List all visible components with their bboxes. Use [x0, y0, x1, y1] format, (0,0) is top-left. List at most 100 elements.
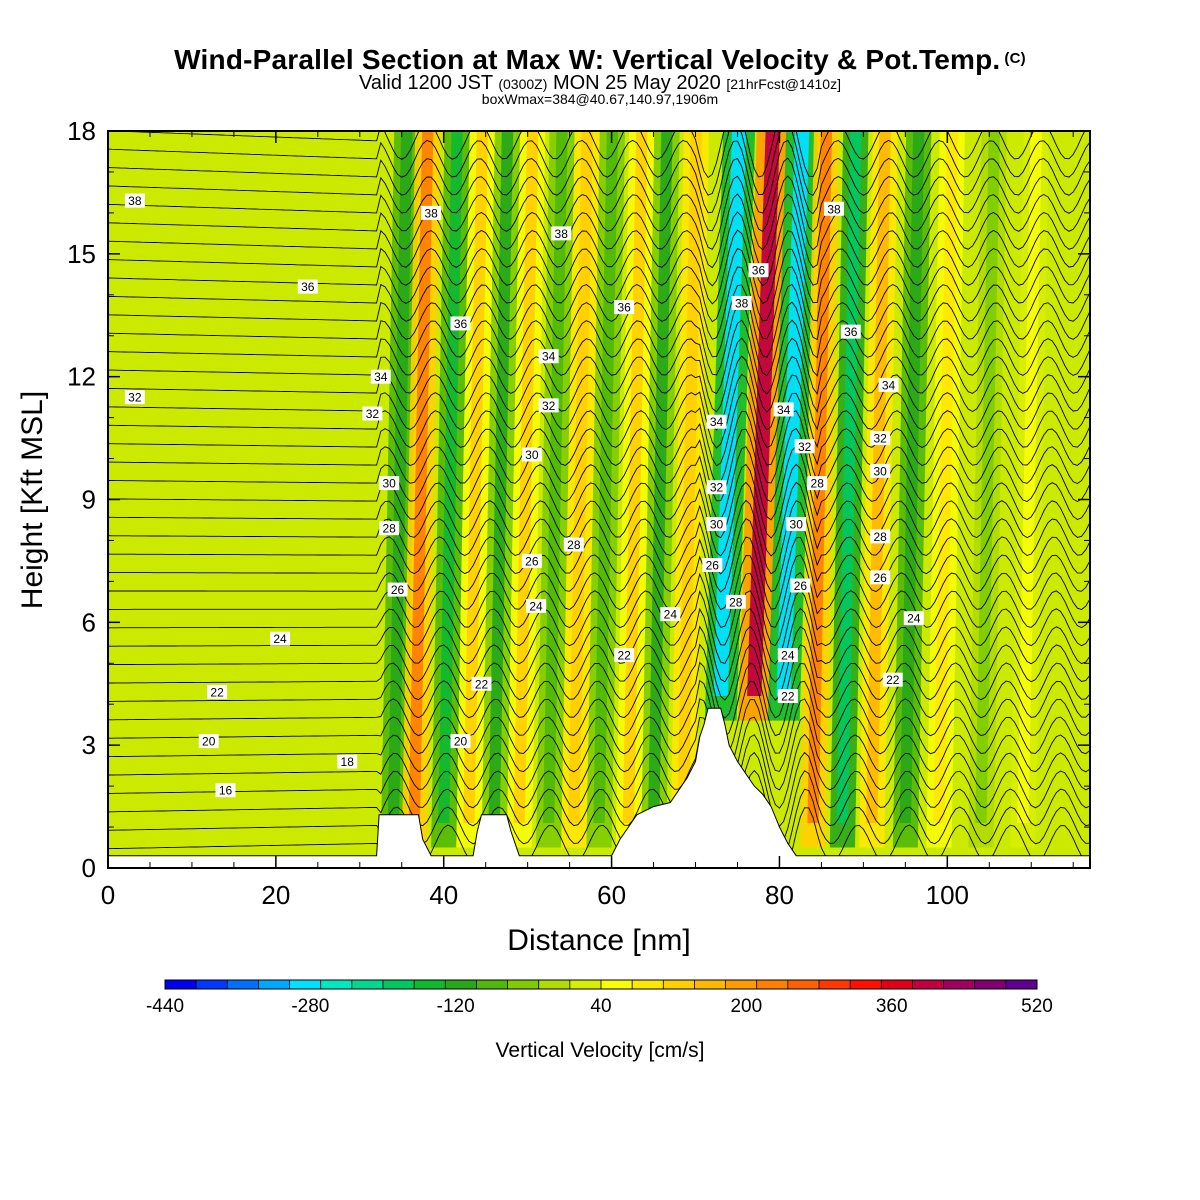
contour-label-text: 22: [886, 673, 900, 687]
x-tick-label: 100: [926, 880, 969, 910]
contour-label-text: 38: [735, 296, 749, 310]
contour-label-box: [748, 263, 769, 278]
contour-label: 28: [870, 529, 891, 544]
theta-contour-line: [108, 805, 1090, 868]
chart-title: Wind-Parallel Section at Max W: Vertical…: [0, 44, 1200, 76]
contour-label: 28: [807, 476, 828, 491]
contour-label-box: [370, 369, 391, 384]
terrain: [108, 707, 1090, 868]
colorbar-swatch: [787, 980, 820, 989]
contour-label-text: 22: [781, 690, 795, 704]
colorbar-label: 360: [876, 996, 908, 1017]
contour-label-text: 32: [798, 440, 812, 454]
contour-label: 22: [882, 672, 903, 687]
colorbar-swatch: [1005, 980, 1038, 989]
plot-area: 38 36 32 24 22 20 18 16 38 36 34 32 30 28 26 38 34 32 30 28…: [108, 131, 1090, 868]
contour-label-text: 34: [777, 403, 791, 417]
colorbar-swatch: [663, 980, 695, 989]
contour-label-text: 24: [273, 632, 287, 646]
theta-contour-line: [108, 733, 1090, 809]
contour-label-box: [450, 316, 471, 331]
contour-label-text: 38: [128, 194, 142, 208]
contour-label-box: [824, 201, 845, 216]
contour-label: 26: [870, 570, 891, 585]
colorbar-swatch: [694, 980, 726, 989]
contour-label-box: [198, 734, 219, 749]
contour-label-text: 38: [827, 202, 841, 216]
theta-contour-line: [108, 131, 1090, 196]
velocity-band-core: [975, 131, 1000, 823]
contour-label-text: 36: [844, 325, 858, 339]
contour-label-box: [614, 300, 635, 315]
y-tick-label: 15: [67, 239, 96, 269]
theta-contour-line: [108, 139, 1090, 215]
contour-label-text: 30: [710, 518, 724, 532]
theta-contour-line: [108, 481, 1090, 557]
contour-label: 32: [794, 439, 815, 454]
contour-label-box: [706, 517, 727, 532]
contour-label-box: [882, 672, 903, 687]
contour-label: 34: [773, 402, 794, 417]
theta-contours: [108, 131, 1090, 868]
contour-label-box: [731, 295, 752, 310]
contour-label-box: [538, 349, 559, 364]
colorbar-swatch: [383, 980, 415, 989]
contour-label: 36: [614, 300, 635, 315]
contour-label: 32: [362, 406, 383, 421]
x-axis: 0 20 40 60 80 100: [101, 131, 1074, 910]
contour-label-box: [124, 193, 145, 208]
contour-label-text: 32: [128, 391, 142, 405]
contour-label-text: 28: [811, 477, 825, 491]
contour-label: 30: [870, 463, 891, 478]
forecast-info: [21hrFcst@1410z]: [726, 76, 841, 92]
contour-label-box: [840, 324, 861, 339]
contour-label-box: [878, 377, 899, 392]
contour-label-box: [706, 480, 727, 495]
contour-label: 28: [725, 594, 746, 609]
contour-label-box: [660, 607, 681, 622]
theta-contour-line: [108, 715, 1090, 791]
contour-label-text: 30: [873, 464, 887, 478]
velocity-band-core: [1017, 131, 1042, 823]
theta-contour-line: [108, 410, 1090, 484]
colorbar-swatch: [725, 980, 758, 989]
contour-label: 36: [450, 316, 471, 331]
contour-label: 22: [777, 689, 798, 704]
contour-label: 22: [471, 676, 492, 691]
contour-label: 24: [777, 648, 798, 663]
contour-label: 32: [706, 480, 727, 495]
contour-label-text: 32: [873, 432, 887, 446]
contour-label-text: 28: [567, 538, 581, 552]
colorbar-swatch: [289, 980, 322, 989]
theta-contour-line: [108, 589, 1090, 665]
colorbar-swatch: [196, 980, 228, 989]
contour-label-box: [563, 537, 584, 552]
contour-label-text: 22: [210, 685, 224, 699]
colorbar-swatch: [351, 980, 384, 989]
contour-label-box: [777, 689, 798, 704]
y-tick-label: 0: [82, 853, 96, 883]
x-axis-title: Distance [nm]: [507, 924, 690, 957]
contour-label-box: [337, 754, 358, 769]
contour-label-box: [207, 684, 228, 699]
contour-label: 28: [379, 521, 400, 536]
theta-contour-line: [108, 355, 1090, 431]
contour-label-box: [521, 553, 542, 568]
theta-contour-line: [108, 175, 1090, 251]
y-tick-label: 12: [67, 362, 96, 392]
valid-time-line: Valid 1200 JST (0300Z) MON 25 May 2020 […: [0, 72, 1200, 95]
velocity-band-core: [593, 131, 619, 823]
theta-contour-line: [108, 751, 1090, 827]
terrain-profile: [108, 707, 1090, 868]
contour-label-text: 38: [555, 227, 569, 241]
theta-contour-line: [108, 679, 1090, 755]
contour-label: 18: [337, 754, 358, 769]
copyright-mark: (C): [1004, 50, 1026, 67]
colorbar-swatch: [756, 980, 789, 989]
contour-label-text: 26: [794, 579, 808, 593]
contour-label-box: [421, 205, 442, 220]
colorbar-swatch: [912, 980, 944, 989]
theta-contour-line: [108, 131, 1086, 179]
x-tick-label: 20: [261, 880, 290, 910]
